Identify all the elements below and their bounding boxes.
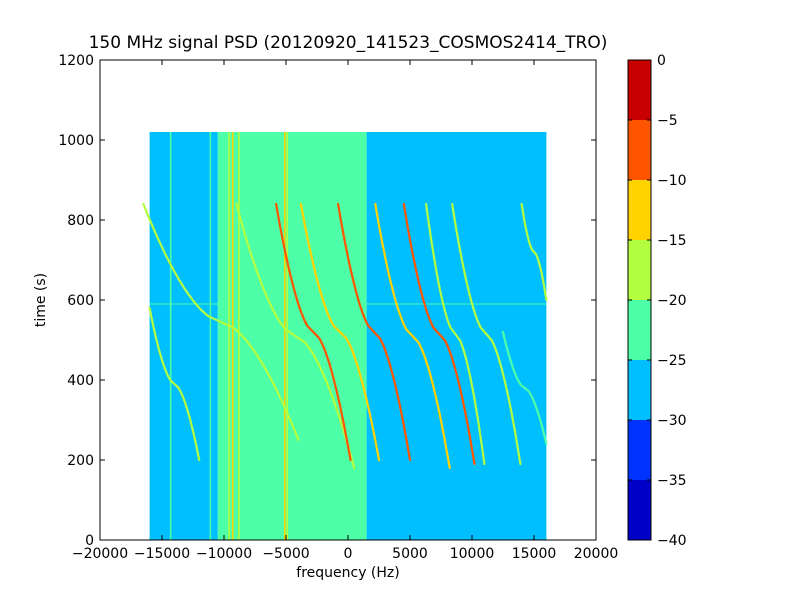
y-tick-label: 1200 — [58, 53, 94, 69]
x-tick-label: 0 — [344, 546, 353, 562]
colorbar-tick-label: −20 — [657, 293, 687, 309]
x-tick-label: 15000 — [512, 546, 557, 562]
colorbar-segment — [628, 420, 651, 480]
heatmap-layer — [142, 132, 548, 540]
colorbar-tick-label: −40 — [657, 533, 687, 549]
colorbar: −40 −35 −30 −25 −20 −15 −10 −5 0 — [627, 53, 687, 549]
x-tick-label: 20000 — [574, 546, 619, 562]
colorbar-tick-label: 0 — [657, 53, 666, 69]
colorbar-segment — [628, 480, 651, 540]
x-tick-label: −20000 — [72, 546, 128, 562]
doppler-track — [275, 202, 352, 462]
doppler-track — [299, 202, 381, 462]
colorbar-segment — [628, 240, 651, 300]
colorbar-tick-label: −5 — [657, 113, 678, 129]
y-tick-label: 1000 — [58, 133, 94, 149]
colorbar-tick-label: −30 — [657, 413, 687, 429]
colorbar-segment — [628, 360, 651, 420]
colorbar-segment — [628, 60, 651, 120]
doppler-track — [402, 202, 476, 466]
colorbar-tick-label: −25 — [657, 353, 687, 369]
heatmap-band — [149, 132, 218, 540]
colorbar-tick-label: −35 — [657, 473, 687, 489]
y-tick-label: 400 — [67, 373, 94, 389]
doppler-track — [501, 330, 548, 446]
x-tick-label: −10000 — [196, 546, 252, 562]
colorbar-segment — [628, 300, 651, 360]
x-axis-label: frequency (Hz) — [296, 565, 399, 581]
x-tick-label: −15000 — [134, 546, 190, 562]
x-tick-label: 5000 — [392, 546, 428, 562]
doppler-track — [142, 202, 300, 442]
doppler-track — [235, 202, 356, 470]
y-tick-label: 600 — [67, 293, 94, 309]
y-tick-label: 200 — [67, 453, 94, 469]
colorbar-tick-label: −10 — [657, 173, 687, 189]
y-axis-ticks: 0 200 400 600 800 1000 1200 — [58, 53, 596, 549]
doppler-track — [520, 202, 548, 302]
x-tick-label: −5000 — [262, 546, 309, 562]
x-tick-label: 10000 — [450, 546, 495, 562]
colorbar-segment — [628, 180, 651, 240]
y-tick-label: 800 — [67, 213, 94, 229]
doppler-track — [337, 202, 412, 462]
plot-area: −20000 −15000 −10000 −5000 0 5000 10000 15000 20… — [58, 53, 618, 562]
chart-title: 150 MHz signal PSD (20120920_141523_COSM… — [89, 33, 608, 53]
colorbar-segment — [628, 120, 651, 180]
y-tick-label: 0 — [85, 533, 94, 549]
x-axis-ticks: −20000 −15000 −10000 −5000 0 5000 10000 15000 20… — [72, 60, 618, 562]
doppler-track — [148, 306, 201, 462]
doppler-track — [374, 202, 451, 470]
doppler-track — [451, 202, 522, 466]
doppler-track — [425, 202, 486, 466]
y-axis-label: time (s) — [33, 273, 49, 327]
colorbar-tick-label: −15 — [657, 233, 687, 249]
